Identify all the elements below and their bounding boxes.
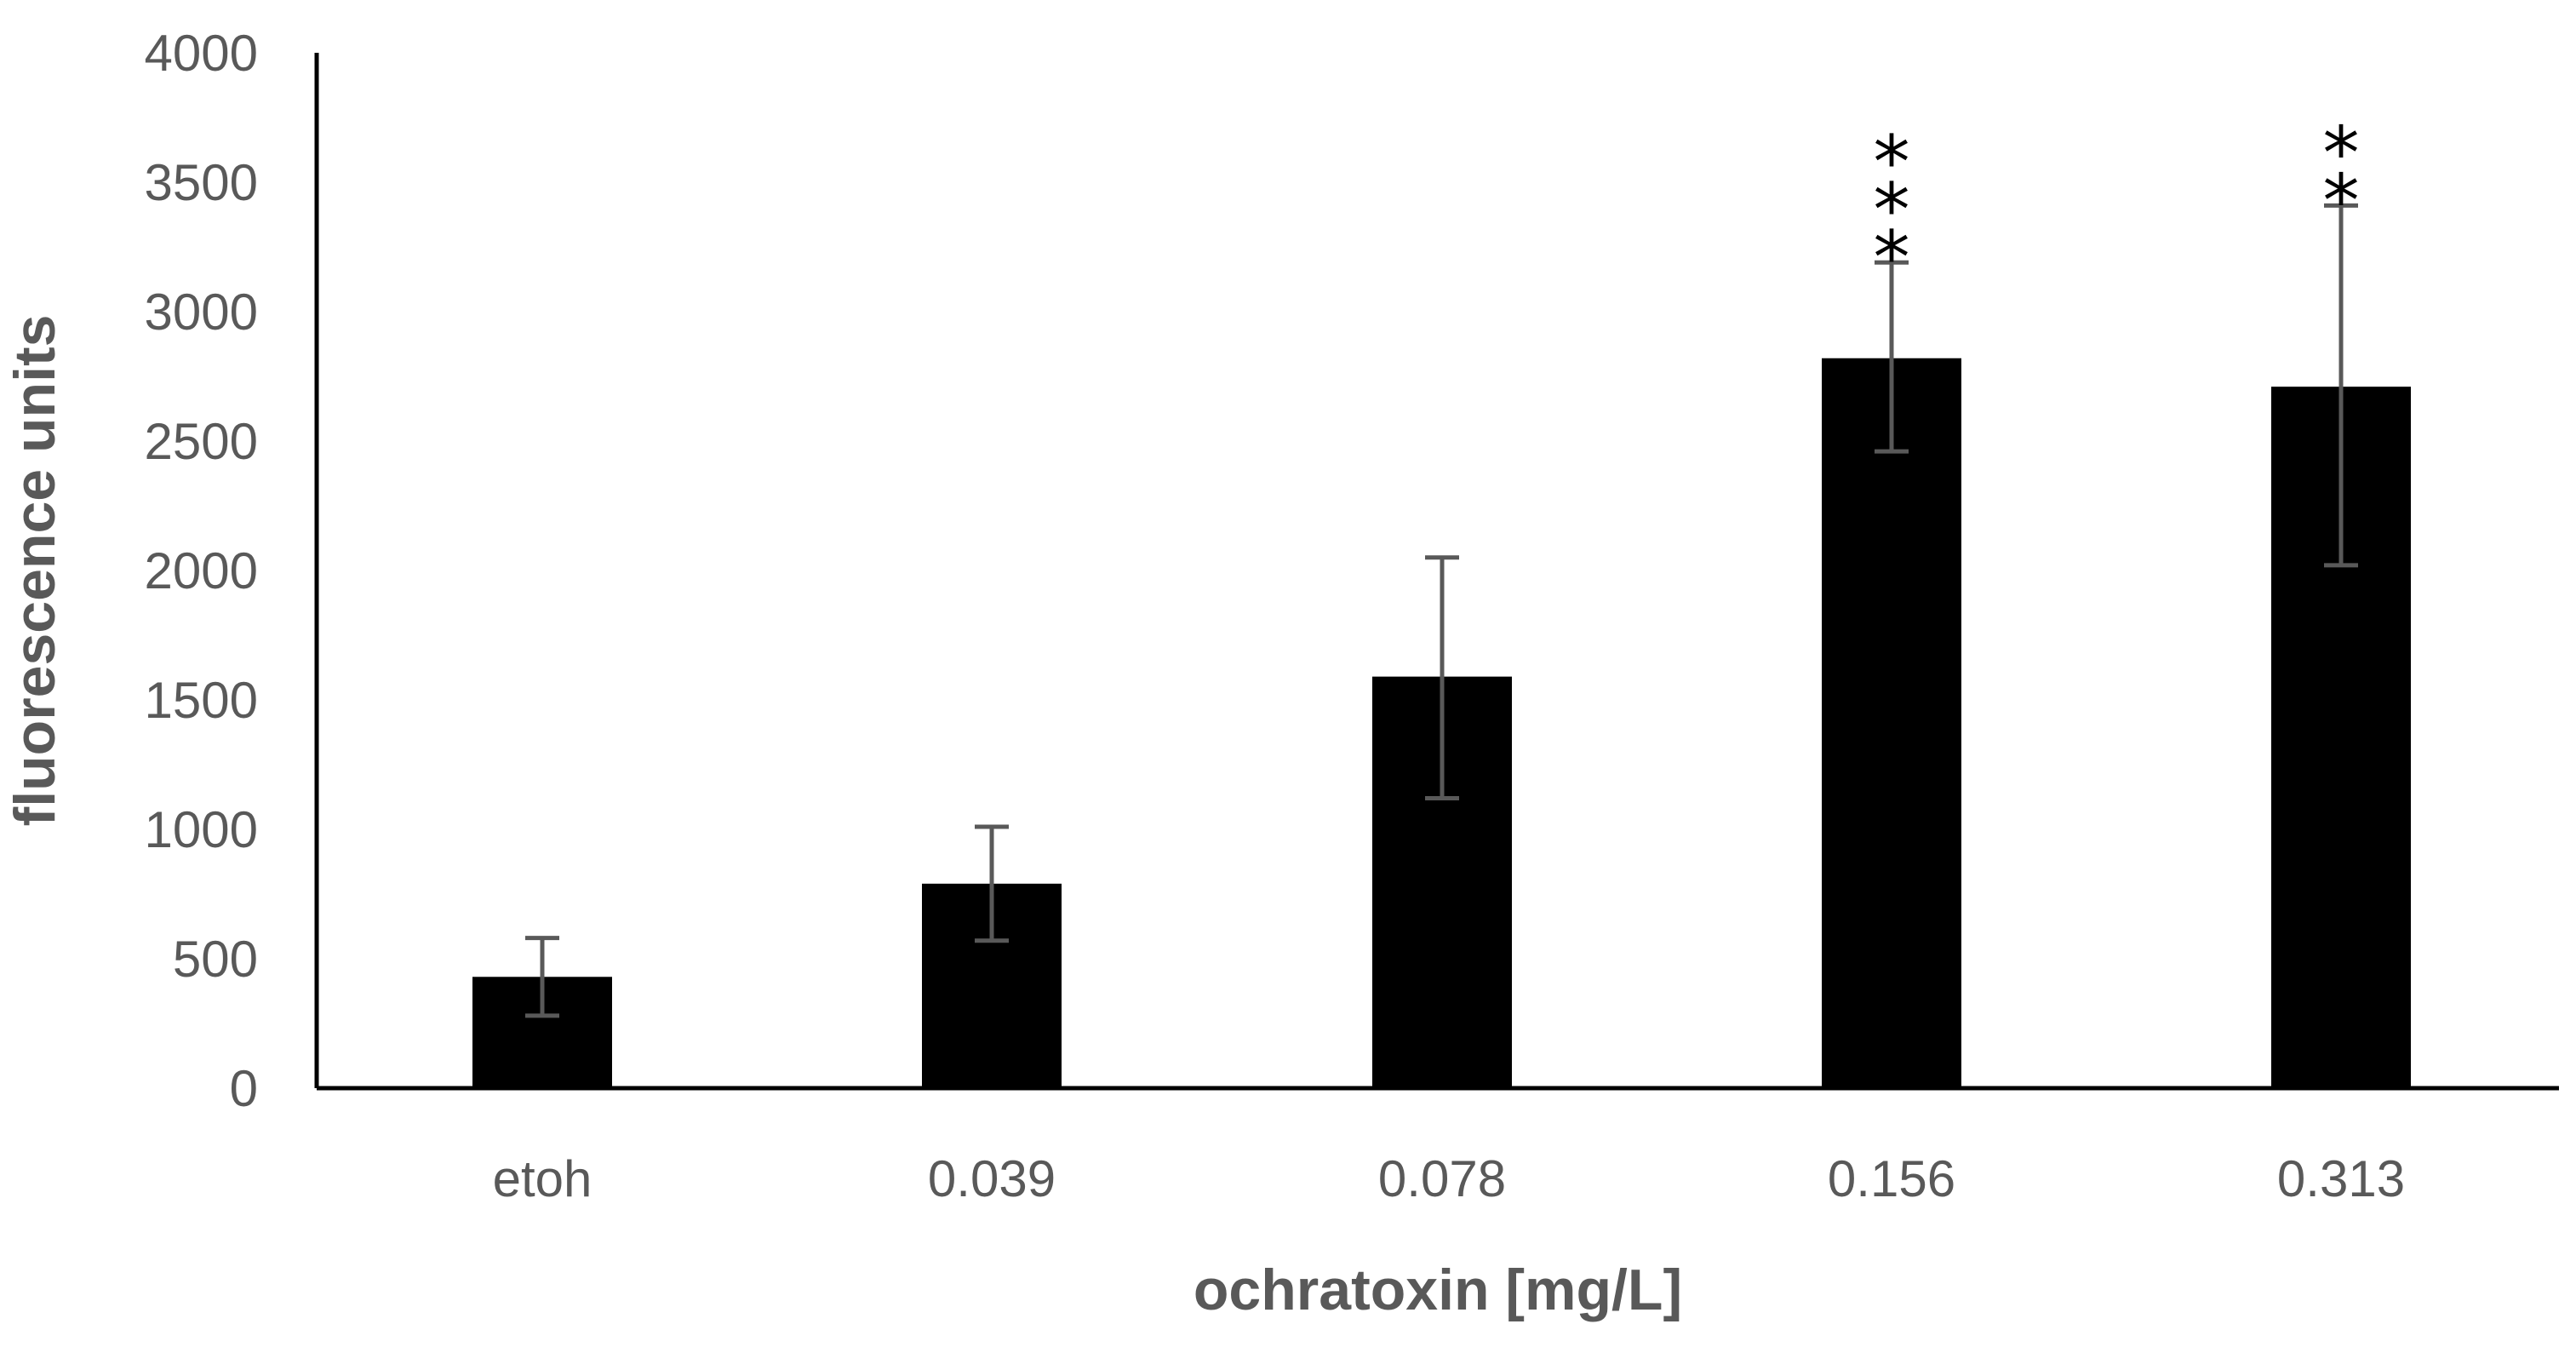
significance-markers: * * ** *	[1874, 111, 2360, 301]
significance-label: * * *	[1874, 120, 1910, 301]
x-tick-label: etoh	[493, 1150, 592, 1207]
y-tick-label: 4000	[145, 25, 258, 82]
y-tick-label: 0	[230, 1060, 258, 1117]
y-axis-title: fluorescence units	[3, 315, 67, 827]
y-tick-label: 3000	[145, 284, 258, 341]
x-tick-label: 0.156	[1828, 1150, 1955, 1207]
y-tick-label: 1500	[145, 672, 258, 729]
x-tick-label: 0.039	[928, 1150, 1056, 1207]
y-tick-label: 2500	[145, 413, 258, 470]
x-axis-ticks: etoh 0.039 0.078 0.156 0.313	[493, 1150, 2405, 1207]
y-tick-label: 3500	[145, 154, 258, 211]
y-axis-ticks: 0 500 1000 1500 2000 2500 3000 3500 4000	[145, 25, 258, 1117]
x-axis-title: ochratoxin [mg/L]	[1194, 1258, 1682, 1322]
x-tick-label: 0.078	[1378, 1150, 1506, 1207]
y-tick-label: 1000	[145, 801, 258, 858]
bar	[1822, 358, 1961, 1089]
y-tick-label: 2000	[145, 542, 258, 599]
error-bars	[525, 203, 2358, 1018]
y-tick-label: 500	[173, 931, 258, 988]
x-tick-label: 0.313	[2277, 1150, 2405, 1207]
significance-label: * *	[2323, 111, 2360, 244]
